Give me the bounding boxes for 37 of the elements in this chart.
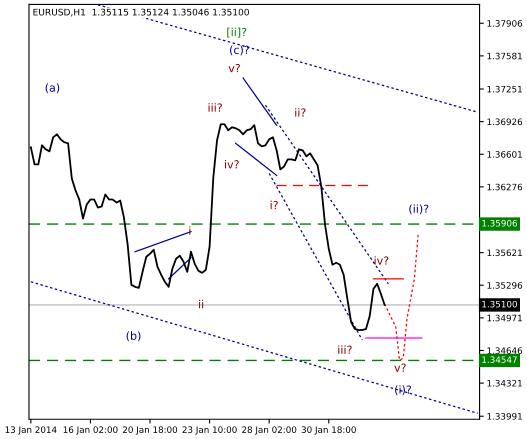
annotation: ii xyxy=(199,300,204,308)
annotation: (ii)? xyxy=(409,204,428,214)
annotation: i xyxy=(189,226,190,235)
ref-line-label: 1.35906 xyxy=(482,220,518,227)
annotation: v? xyxy=(228,64,240,72)
x-tick-label: 30 Jan 18:00 xyxy=(302,426,356,435)
annotation: (c)? xyxy=(230,45,249,56)
ref-line-label: 1.35100 xyxy=(482,300,517,308)
annotation: (a) xyxy=(46,83,60,94)
x-tick-label: 28 Jan 02:00 xyxy=(242,426,296,435)
x-tick-label: 13 Jan 2014 xyxy=(6,426,57,435)
x-tick-label: 16 Jan 02:00 xyxy=(64,426,118,435)
y-tick-label: 1.37906 xyxy=(487,20,522,27)
annotation: v? xyxy=(394,363,406,372)
y-tick-label: 1.34971 xyxy=(487,314,522,322)
y-tick-label: 1.35621 xyxy=(487,249,522,256)
annotation: iii? xyxy=(338,345,352,354)
annotation: iv? xyxy=(374,256,388,265)
y-tick-label: 1.36276 xyxy=(487,184,522,190)
x-tick-label: 20 Jan 18:00 xyxy=(122,426,178,435)
annotation: (b) xyxy=(126,331,140,342)
y-tick-label: 1.37251 xyxy=(487,86,522,92)
annotation: iv? xyxy=(225,160,239,168)
ref-line-label: 1.34547 xyxy=(482,356,517,363)
y-tick-label: 1.36926 xyxy=(487,118,522,126)
y-tick-label: 1.37581 xyxy=(487,52,522,60)
y-tick-label: 1.34646 xyxy=(487,347,522,354)
annotation: iii? xyxy=(208,103,222,112)
y-tick-label: 1.34321 xyxy=(487,380,522,387)
annotation: ii? xyxy=(295,108,306,117)
x-tick-label: 23 Jan 10:00 xyxy=(182,426,237,435)
y-tick-label: 1.33991 xyxy=(487,413,522,420)
y-tick-label: 1.36601 xyxy=(487,151,522,158)
annotation: i? xyxy=(270,200,278,210)
annotation: [ii]? xyxy=(227,28,246,38)
y-tick-label: 1.35296 xyxy=(487,282,522,289)
chart-title: EURUSD,H1 1.35115 1.35124 1.35046 1.35100 xyxy=(33,8,249,16)
